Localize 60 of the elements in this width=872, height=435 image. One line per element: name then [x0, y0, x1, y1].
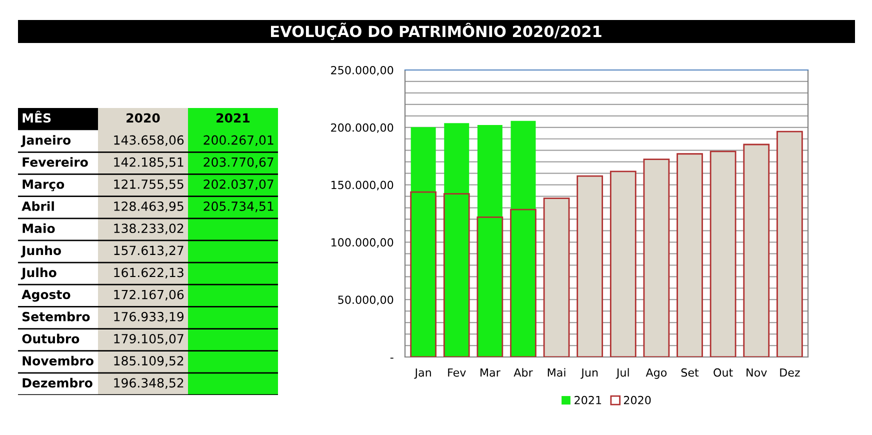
data-label: 138.233,02 [114, 224, 184, 234]
category-label: Janeiro [20, 135, 71, 148]
data-label: 142.185,51 [114, 157, 184, 168]
legend-label: 2021 [574, 396, 602, 404]
y-tick-label: - [390, 358, 394, 359]
y-tick-label: 100.000,00 [331, 238, 394, 248]
data-label: 143.658,06 [114, 135, 184, 146]
x-tick-label: Dez [780, 368, 800, 377]
x-tick-label: Fev [448, 368, 466, 377]
data-label: 205.734,51 [204, 202, 274, 212]
x-tick-label: Mai [548, 368, 566, 377]
bar [776, 130, 803, 357]
x-tick-label: Ago [646, 368, 667, 379]
bar [643, 158, 670, 357]
category-label: Julho [20, 268, 56, 280]
series-label: 2021 [216, 113, 250, 123]
x-tick-label: Mar [480, 368, 500, 377]
bar [710, 150, 736, 357]
x-tick-label: Nov [746, 368, 767, 377]
category-label: Dezembro [22, 378, 92, 388]
data-label: 179.105,07 [114, 334, 184, 345]
category-label: Setembro [22, 312, 90, 322]
category-label: Agosto [22, 290, 70, 302]
data-label: 185.109,52 [114, 356, 184, 367]
x-tick-label: Jun [580, 368, 598, 379]
x-tick-label: Jan [414, 368, 431, 379]
series-label: 2020 [126, 113, 160, 123]
y-tick-label: 50.000,00 [338, 296, 394, 306]
x-tick-label: Jul [616, 368, 629, 379]
data-label: 157.613,27 [114, 246, 184, 256]
category-label: Fevereiro [22, 157, 88, 167]
x-tick-label: Out [714, 368, 733, 377]
category-label: Março [22, 180, 64, 192]
x-tick-label: Abr [514, 368, 533, 377]
category-label: Outubro [22, 334, 80, 344]
chart-title: EVOLUÇÃO DO PATRIMÔNIO 2020/2021 [271, 22, 602, 40]
data-label: 172.167,06 [114, 290, 184, 301]
bar [743, 144, 770, 357]
data-label: 203.770,67 [204, 157, 274, 168]
bar [610, 170, 636, 357]
data-label: 128.463,95 [114, 202, 184, 212]
bar [543, 198, 570, 357]
y-tick-label: 150.000,00 [331, 180, 394, 190]
bar [676, 153, 703, 357]
y-tick-label: 250.000,00 [331, 66, 394, 76]
data-label: 121.755,55 [114, 179, 184, 190]
data-label: 196.348,52 [114, 378, 184, 389]
data-label: 200.267,01 [204, 135, 274, 146]
text: MÊS [22, 110, 51, 123]
data-label: 176.933,19 [114, 312, 184, 323]
y-tick-label: 200.000,00 [331, 123, 394, 133]
bar [576, 175, 604, 357]
category-label: Abril [22, 201, 54, 211]
category-label: Junho [20, 245, 61, 258]
data-label: 202.037,07 [204, 179, 274, 190]
category-label: Maio [22, 223, 55, 234]
legend-label: 2020 [624, 396, 651, 404]
data-label: 161.622,13 [114, 268, 184, 278]
x-tick-label: Set [681, 368, 699, 377]
category-label: Novembro [22, 356, 94, 366]
